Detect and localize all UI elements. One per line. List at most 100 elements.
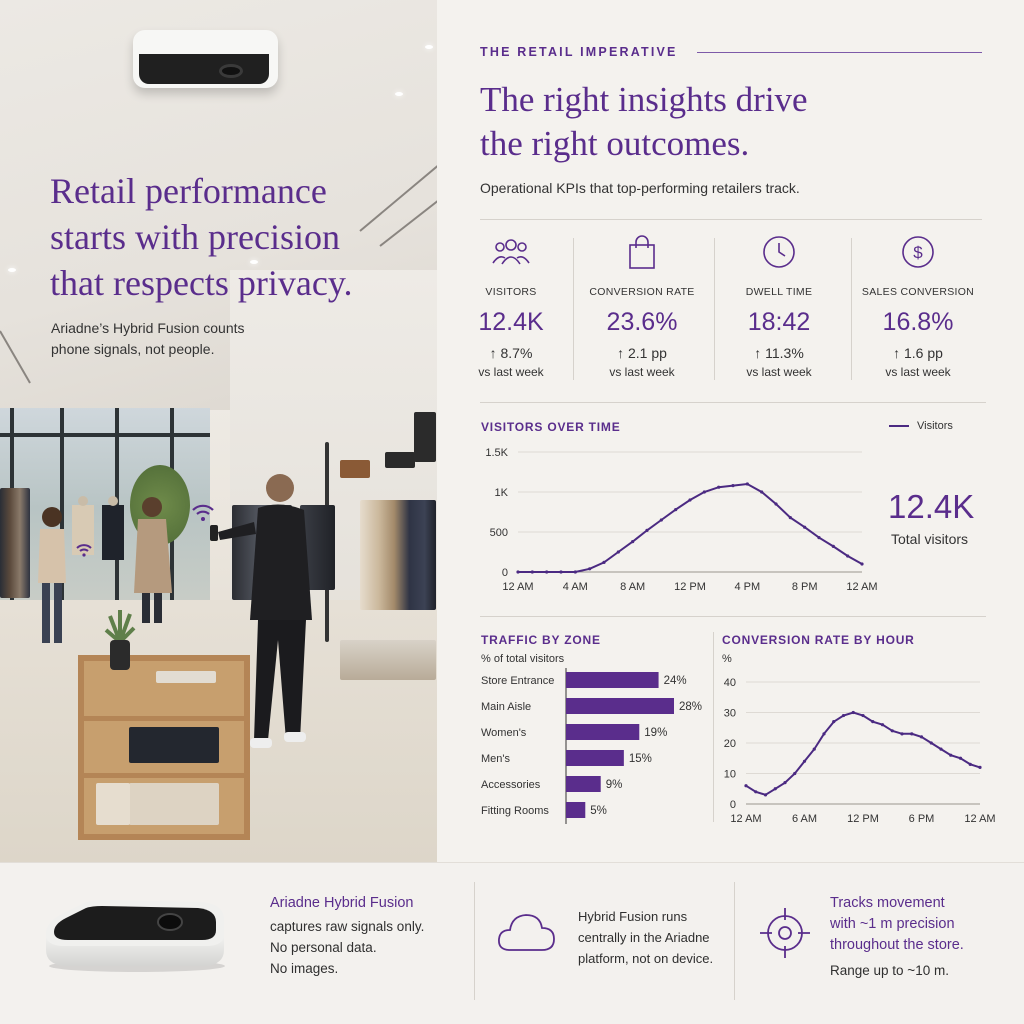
shopper xyxy=(128,495,178,625)
data-point xyxy=(702,490,706,494)
y-tick-label: 500 xyxy=(490,527,508,539)
zone-value-label: 28% xyxy=(679,701,702,713)
data-point xyxy=(851,710,855,715)
kpi-label: SALES CONVERSION xyxy=(861,286,975,298)
kpi-label: CONVERSION RATE xyxy=(589,286,695,298)
data-point xyxy=(910,732,914,736)
conversion-line-chart: 0 10 20 30 40 12 AM 6 AM 12 PM 6 PM 12 AM xyxy=(724,677,996,825)
footer-line: captures raw signals only. xyxy=(270,919,425,934)
data-point xyxy=(754,790,758,794)
hero-title-line: starts with precision xyxy=(50,217,340,257)
zone-chart-title: TRAFFIC BY ZONE xyxy=(481,633,601,647)
footer-line: Tracks movement xyxy=(830,895,945,911)
kpi-value: 16.8% xyxy=(882,308,954,336)
y-tick-label: 0 xyxy=(730,799,736,811)
x-tick-label: 12 AM xyxy=(502,581,533,593)
kpi-label: VISITORS xyxy=(485,286,537,298)
kpi-delta: ↑ 8.7% xyxy=(489,345,533,361)
data-point xyxy=(788,516,792,520)
ceiling-light xyxy=(8,268,16,272)
data-point xyxy=(783,781,787,785)
footer-divider xyxy=(474,882,475,1000)
zone-bar-chart: Store Entrance 24% Main Aisle 28% Women's 19%… xyxy=(481,668,702,824)
data-point xyxy=(793,771,797,776)
folded-clothes xyxy=(156,671,216,683)
ceiling-sensor-device xyxy=(133,30,278,88)
data-point xyxy=(817,536,821,540)
divider xyxy=(480,402,986,403)
data-point xyxy=(812,747,816,751)
data-point xyxy=(545,570,549,574)
bag xyxy=(414,412,436,462)
kpi-sales-conversion: $ SALES CONVERSION 16.8% ↑ 1.6 pp vs las… xyxy=(850,232,986,379)
kpi-delta: ↑ 2.1 pp xyxy=(617,345,667,361)
data-point xyxy=(949,753,953,757)
divider xyxy=(480,616,986,617)
zone-value-label: 24% xyxy=(664,675,687,687)
zone-label: Store Entrance xyxy=(481,675,554,687)
zone-label: Women's xyxy=(481,727,527,739)
kpi-label: DWELL TIME xyxy=(745,286,813,298)
visitors-line-chart: 0 500 1K 1.5K 12 AM 4 AM 8 AM 12 PM 4 PM 8 PM 12 A… xyxy=(485,447,877,593)
hero-title-line: Retail performance xyxy=(50,171,327,211)
legend-swatch xyxy=(889,425,909,427)
kpi-divider xyxy=(714,238,715,380)
data-point xyxy=(880,723,885,727)
data-point xyxy=(890,729,894,733)
hero-subtitle-line: phone signals, not people. xyxy=(51,341,215,357)
data-point xyxy=(631,540,635,544)
data-point xyxy=(900,732,904,736)
svg-text:$: $ xyxy=(913,243,923,262)
shopper-walking xyxy=(210,470,330,760)
y-tick-label: 10 xyxy=(724,769,736,781)
y-tick-label: 30 xyxy=(724,708,736,720)
sensor-device-image xyxy=(46,900,225,972)
conversion-chart-title: CONVERSION RATE BY HOUR xyxy=(722,633,915,647)
cloud-icon xyxy=(498,914,555,951)
kpi-divider xyxy=(573,238,574,380)
data-point xyxy=(846,554,850,558)
hero-subtitle: Ariadne’s Hybrid Fusion counts phone sig… xyxy=(51,318,281,360)
data-point xyxy=(860,562,864,566)
zone-value-label: 19% xyxy=(644,727,667,739)
footer-line: Hybrid Fusion runs xyxy=(578,909,688,924)
zone-value-label: 15% xyxy=(629,753,652,765)
target-crosshair-icon xyxy=(760,908,810,958)
footer-line: platform, not on device. xyxy=(578,951,714,966)
zone-label: Main Aisle xyxy=(481,701,531,713)
hero-subtitle-line: Ariadne’s Hybrid Fusion counts xyxy=(51,320,245,336)
kpi-dwell-time: DWELL TIME 18:42 ↑ 11.3% vs last week xyxy=(711,232,847,379)
data-point xyxy=(616,550,620,554)
data-point xyxy=(861,713,865,718)
kpi-divider xyxy=(851,238,852,380)
data-point xyxy=(919,735,924,739)
clock-icon xyxy=(763,236,795,268)
visitors-chart-title: VISITORS OVER TIME xyxy=(481,420,621,434)
zone-bar xyxy=(566,698,674,714)
footer-platform-text: Hybrid Fusion runs centrally in the Aria… xyxy=(578,906,713,969)
x-tick-label: 8 AM xyxy=(620,581,645,593)
folded-clothes xyxy=(129,727,219,763)
kpi-compare: vs last week xyxy=(746,365,812,379)
zone-chart-subtitle: % of total visitors xyxy=(481,653,565,665)
x-tick-label: 4 PM xyxy=(734,581,760,593)
kpi-delta: ↑ 1.6 pp xyxy=(893,345,943,361)
kpi-conversion-rate: CONVERSION RATE 23.6% ↑ 2.1 pp vs last w… xyxy=(574,232,710,379)
x-tick-label: 12 AM xyxy=(730,813,761,825)
ceiling-light xyxy=(250,260,258,264)
wifi-signal-icon xyxy=(76,544,92,557)
data-point xyxy=(645,528,649,532)
y-tick-label: 1.5K xyxy=(485,447,508,459)
conversion-chart-unit: % xyxy=(722,653,732,665)
data-point xyxy=(659,518,663,522)
hero-title-line: that respects privacy. xyxy=(50,263,353,303)
kpi-value: 12.4K xyxy=(478,308,544,336)
headline: The right insights drive the right outco… xyxy=(480,78,980,166)
data-point xyxy=(871,720,875,724)
series-line xyxy=(518,482,863,573)
data-point xyxy=(602,560,606,564)
zone-value-label: 5% xyxy=(590,805,607,817)
y-tick-label: 40 xyxy=(724,677,736,689)
clothing-rack xyxy=(360,500,436,610)
eyebrow-label: THE RETAIL IMPERATIVE xyxy=(480,45,678,59)
